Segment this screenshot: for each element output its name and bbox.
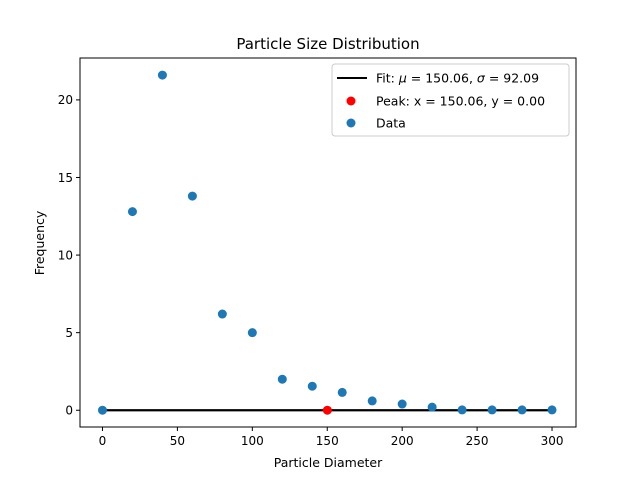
peak-point	[322, 405, 332, 415]
y-axis-label: Frequency	[32, 210, 47, 275]
x-tick-label: 50	[170, 434, 185, 448]
legend-peak-label: Peak: x = 150.06, y = 0.00	[376, 94, 545, 109]
data-point	[217, 309, 227, 319]
plot-area	[97, 70, 557, 415]
y-tick-label: 20	[58, 93, 73, 107]
data-point	[517, 405, 527, 415]
data-point	[367, 396, 377, 406]
legend-data-marker-icon	[346, 118, 356, 128]
data-point	[277, 374, 287, 384]
legend-peak-marker-icon	[346, 96, 356, 106]
legend: Fit: μ = 150.06, σ = 92.09 Peak: x = 150…	[331, 63, 570, 137]
data-point	[307, 381, 317, 391]
x-axis-label: Particle Diameter	[274, 455, 383, 470]
x-tick-label: 0	[99, 434, 107, 448]
y-tick-label: 15	[58, 171, 73, 185]
data-point	[187, 191, 197, 201]
data-point	[547, 405, 557, 415]
data-point	[157, 70, 167, 80]
data-point	[427, 402, 437, 412]
chart-title: Particle Size Distribution	[236, 35, 419, 53]
legend-box	[331, 63, 570, 137]
y-tick-label: 0	[65, 404, 73, 418]
legend-fit-label: Fit: μ = 150.06, σ = 92.09	[376, 71, 539, 86]
axis-ticks: 0 50 100 150 200 250 300 0 5 10 15 20	[58, 93, 564, 448]
data-point	[127, 207, 137, 217]
data-point	[457, 405, 467, 415]
x-tick-label: 150	[316, 434, 339, 448]
data-point	[247, 328, 257, 338]
data-point	[337, 387, 347, 397]
legend-data-label: Data	[376, 116, 406, 131]
x-tick-label: 100	[241, 434, 264, 448]
data-point	[97, 405, 107, 415]
y-tick-label: 5	[65, 326, 73, 340]
x-tick-label: 250	[466, 434, 489, 448]
x-tick-label: 200	[391, 434, 414, 448]
data-point	[487, 405, 497, 415]
x-tick-label: 300	[541, 434, 564, 448]
y-tick-label: 10	[58, 248, 73, 262]
data-point	[397, 399, 407, 409]
axes-frame	[79, 57, 577, 428]
